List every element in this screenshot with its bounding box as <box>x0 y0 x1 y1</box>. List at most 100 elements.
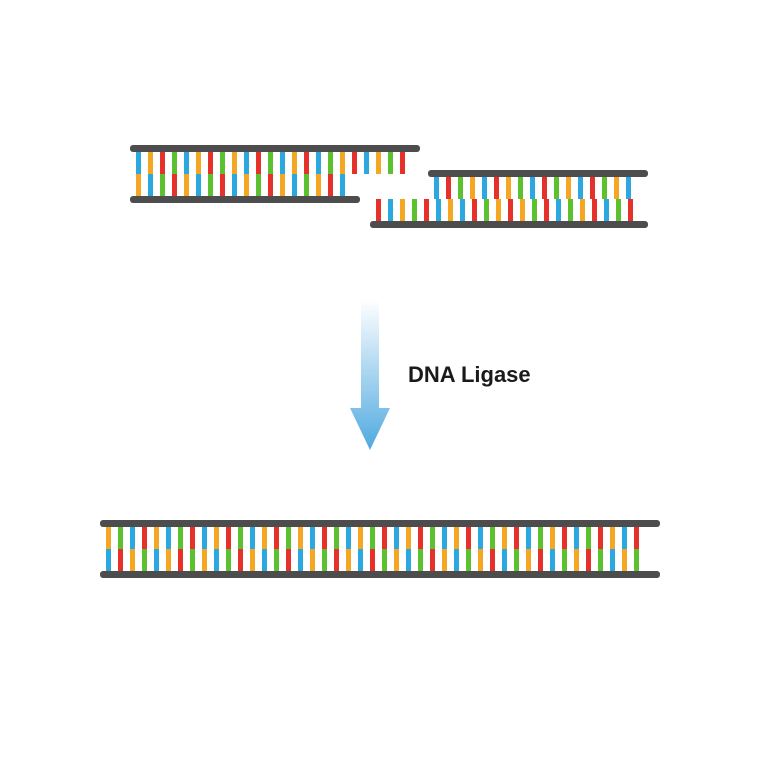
dna-base <box>232 152 237 174</box>
dna-base <box>466 549 471 571</box>
dna-base <box>514 527 519 549</box>
dna-base <box>208 152 213 174</box>
dna-base <box>538 527 543 549</box>
dna-backbone <box>428 170 648 177</box>
dna-base <box>604 199 609 221</box>
dna-base <box>460 199 465 221</box>
dna-base <box>388 152 393 174</box>
dna-base <box>424 199 429 221</box>
dna-base <box>530 177 535 199</box>
dna-base <box>334 527 339 549</box>
dna-base <box>590 177 595 199</box>
dna-base <box>328 174 333 196</box>
dna-base <box>436 199 441 221</box>
dna-base <box>478 527 483 549</box>
reaction-arrow-group: DNA Ligase <box>350 300 531 450</box>
dna-base <box>610 549 615 571</box>
dna-base <box>148 174 153 196</box>
dna-base <box>304 152 309 174</box>
dna-base <box>598 549 603 571</box>
dna-base <box>542 177 547 199</box>
dna-base <box>578 177 583 199</box>
dna-base <box>286 527 291 549</box>
dna-base <box>262 549 267 571</box>
dna-base <box>202 549 207 571</box>
dna-base <box>526 527 531 549</box>
dna-base <box>562 549 567 571</box>
dna-base <box>574 549 579 571</box>
dna-backbone <box>130 145 420 152</box>
down-arrow-icon <box>350 300 390 450</box>
dna-backbone <box>100 571 660 578</box>
dna-base <box>322 549 327 571</box>
dna-base <box>136 152 141 174</box>
dna-base <box>412 199 417 221</box>
dna-base <box>364 152 369 174</box>
dna-base <box>298 549 303 571</box>
dna-base <box>340 152 345 174</box>
dna-base <box>280 174 285 196</box>
dna-backbone <box>130 196 360 203</box>
dna-base <box>238 527 243 549</box>
dna-base <box>196 152 201 174</box>
dna-base <box>532 199 537 221</box>
dna-base <box>518 177 523 199</box>
dna-base <box>458 177 463 199</box>
dna-base <box>454 527 459 549</box>
dna-base <box>190 549 195 571</box>
dna-base <box>250 527 255 549</box>
dna-base <box>406 549 411 571</box>
dna-base <box>172 152 177 174</box>
dna-base <box>244 152 249 174</box>
dna-base <box>292 174 297 196</box>
dna-base <box>310 527 315 549</box>
dna-base <box>304 174 309 196</box>
dna-base <box>482 177 487 199</box>
dna-base <box>490 527 495 549</box>
dna-base <box>622 549 627 571</box>
dna-base <box>346 549 351 571</box>
dna-base <box>550 527 555 549</box>
dna-base <box>466 527 471 549</box>
dna-base <box>154 549 159 571</box>
dna-base <box>166 527 171 549</box>
dna-base <box>566 177 571 199</box>
dna-base <box>154 527 159 549</box>
dna-base <box>382 549 387 571</box>
dna-base <box>256 152 261 174</box>
dna-base <box>130 527 135 549</box>
dna-base <box>394 527 399 549</box>
dna-base <box>160 174 165 196</box>
dna-base <box>550 549 555 571</box>
dna-base <box>574 527 579 549</box>
dna-base <box>626 177 631 199</box>
dna-base <box>556 199 561 221</box>
dna-base <box>490 549 495 571</box>
dna-base <box>434 177 439 199</box>
dna-base <box>298 527 303 549</box>
dna-base <box>418 549 423 571</box>
dna-base <box>274 527 279 549</box>
dna-base <box>238 549 243 571</box>
dna-base <box>400 199 405 221</box>
dna-base <box>274 549 279 571</box>
dna-base <box>178 527 183 549</box>
dna-base <box>580 199 585 221</box>
dna-base <box>610 527 615 549</box>
dna-base <box>316 152 321 174</box>
dna-base <box>322 527 327 549</box>
dna-base <box>226 527 231 549</box>
dna-base <box>494 177 499 199</box>
dna-base <box>502 527 507 549</box>
dna-base <box>586 549 591 571</box>
dna-base <box>286 549 291 571</box>
dna-base <box>634 549 639 571</box>
dna-base <box>262 527 267 549</box>
dna-base <box>376 152 381 174</box>
dna-base <box>394 549 399 571</box>
dna-base <box>130 549 135 571</box>
dna-base <box>628 199 633 221</box>
dna-base <box>352 152 357 174</box>
dna-base <box>328 152 333 174</box>
dna-base <box>544 199 549 221</box>
